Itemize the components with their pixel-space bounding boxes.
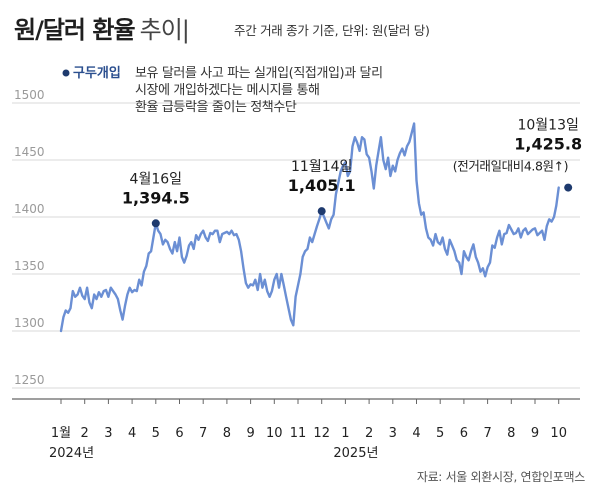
x-tick-label: 7 xyxy=(199,426,207,441)
year-label-2025: 2025년 xyxy=(333,446,378,461)
x-tick-label: 4 xyxy=(128,426,136,441)
x-tick-label: 7 xyxy=(483,426,491,441)
x-tick-label: 8 xyxy=(223,426,231,441)
exchange-rate-series-line xyxy=(59,122,560,333)
annotation-value: 1,394.5 xyxy=(122,188,190,207)
x-tick-label: 9 xyxy=(246,426,254,441)
x-tick-label: 2 xyxy=(81,426,89,441)
x-tick-label: 6 xyxy=(175,426,183,441)
event-note-label: 구두개입 xyxy=(73,66,121,81)
annotation-date: 4월16일 xyxy=(130,171,182,187)
annotation-note: (전거래일대비4.8원↑) xyxy=(453,159,568,174)
event-note-dot xyxy=(62,69,70,77)
annotation-value: 1,425.8 xyxy=(514,135,582,154)
y-tick-label: 1250 xyxy=(14,373,45,387)
annotation-date: 10월13일 xyxy=(517,118,578,134)
chart-subtitle: 주간 거래 종가 기준, 단위: 원(달러 당) xyxy=(234,23,430,38)
x-tick-label: 1 xyxy=(341,426,349,441)
x-tick-label: 3 xyxy=(104,426,112,441)
x-tick-label: 5 xyxy=(152,426,160,441)
annotation-marker xyxy=(151,219,160,228)
y-tick-label: 1400 xyxy=(14,202,45,216)
event-note-line: 보유 달러를 사고 파는 실개입(직접개입)과 달리 xyxy=(135,66,383,81)
annotation-date: 11월14일 xyxy=(291,159,352,175)
title-cursor-mark: | xyxy=(181,16,190,44)
source-note: 자료: 서울 외환시장, 연합인포맥스 xyxy=(416,470,585,484)
x-tick-label: 1월 xyxy=(51,426,71,441)
annotation-marker xyxy=(317,207,326,216)
y-tick-label: 1500 xyxy=(14,88,45,102)
x-tick-label: 8 xyxy=(507,426,515,441)
title-suffix: 추이 xyxy=(139,16,183,44)
title-main: 원/달러 환율 xyxy=(14,16,136,44)
x-tick-label: 10 xyxy=(266,426,283,441)
annotation-value: 1,405.1 xyxy=(288,176,356,195)
event-note-line: 환율 급등락을 줄이는 정책수단 xyxy=(135,100,297,115)
y-tick-label: 1300 xyxy=(14,316,45,330)
x-tick-label: 12 xyxy=(313,426,330,441)
x-tick-label: 11 xyxy=(290,426,307,441)
x-tick-label: 6 xyxy=(460,426,468,441)
x-tick-label: 3 xyxy=(389,426,397,441)
y-tick-label: 1450 xyxy=(14,145,45,159)
y-tick-label: 1350 xyxy=(14,259,45,273)
x-tick-label: 4 xyxy=(412,426,420,441)
x-tick-label: 10 xyxy=(550,426,567,441)
event-note-line: 시장에 개입하겠다는 메시지를 통해 xyxy=(135,83,320,98)
x-tick-label: 9 xyxy=(531,426,539,441)
x-tick-label: 2 xyxy=(365,426,373,441)
annotation-marker xyxy=(564,183,573,192)
year-label-2024: 2024년 xyxy=(49,446,94,461)
chart-title: 원/달러 환율 추이| xyxy=(14,10,190,45)
x-tick-label: 5 xyxy=(436,426,444,441)
